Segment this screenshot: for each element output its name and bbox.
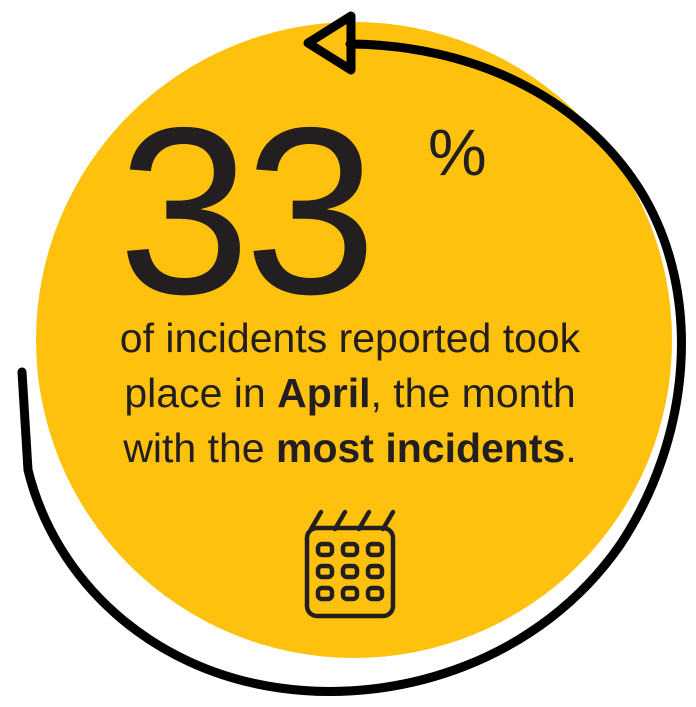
calendar-icon bbox=[304, 509, 396, 619]
caption-text: , the month bbox=[370, 370, 576, 416]
caption-line-1: of incidents reported took bbox=[119, 315, 581, 361]
caption-emphasis: April bbox=[277, 370, 371, 416]
caption-emphasis: most incidents bbox=[275, 425, 566, 471]
caption-line-3: with the most incidents. bbox=[40, 421, 660, 476]
circular-arrow-icon bbox=[17, 11, 686, 696]
caption-text: with the bbox=[123, 425, 276, 471]
stat-value: 33 bbox=[118, 79, 377, 344]
caption-line-2: place in April, the month bbox=[40, 366, 660, 421]
caption-text: . bbox=[565, 425, 577, 471]
yellow-circle-background bbox=[36, 22, 672, 658]
stat-unit: % bbox=[428, 115, 487, 189]
stat-caption: of incidents reported took place in Apri… bbox=[40, 311, 660, 476]
caption-text: place in bbox=[124, 370, 278, 416]
